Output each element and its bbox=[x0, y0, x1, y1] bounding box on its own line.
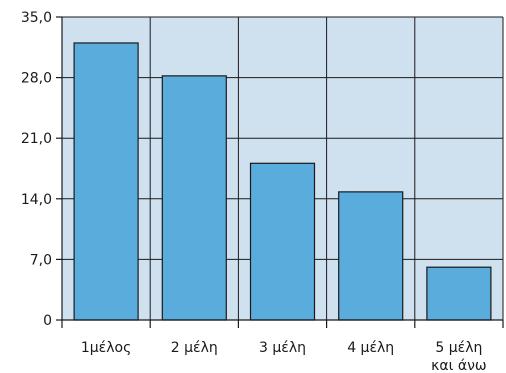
y-tick-label: 28,0 bbox=[21, 71, 52, 87]
y-tick-label: 14,0 bbox=[21, 192, 52, 208]
y-axis: 0 7,0 14,0 21,0 28,0 35,0 bbox=[21, 10, 63, 329]
y-tick-label: 35,0 bbox=[21, 10, 52, 26]
x-axis: 1μέλος 2 μέλη 3 μέλη 4 μέλη 5 μέλη και άνω bbox=[61, 319, 504, 373]
x-tick-label: 2 μέλη bbox=[171, 340, 218, 356]
y-tick-label: 21,0 bbox=[21, 131, 52, 147]
y-tick-label: 7,0 bbox=[30, 252, 52, 268]
bar bbox=[249, 162, 316, 321]
bar bbox=[161, 75, 227, 321]
bars bbox=[73, 42, 492, 321]
bar bbox=[338, 191, 404, 321]
y-tick-label: 0 bbox=[43, 313, 52, 329]
x-tick-label: 4 μέλη bbox=[347, 340, 394, 356]
bar bbox=[73, 42, 139, 321]
bar bbox=[426, 266, 492, 321]
x-tick-label: 5 μέλη και άνω bbox=[431, 340, 486, 373]
x-tick-label: 1μέλος bbox=[81, 340, 131, 356]
x-tick-label: 3 μέλη bbox=[259, 340, 306, 356]
